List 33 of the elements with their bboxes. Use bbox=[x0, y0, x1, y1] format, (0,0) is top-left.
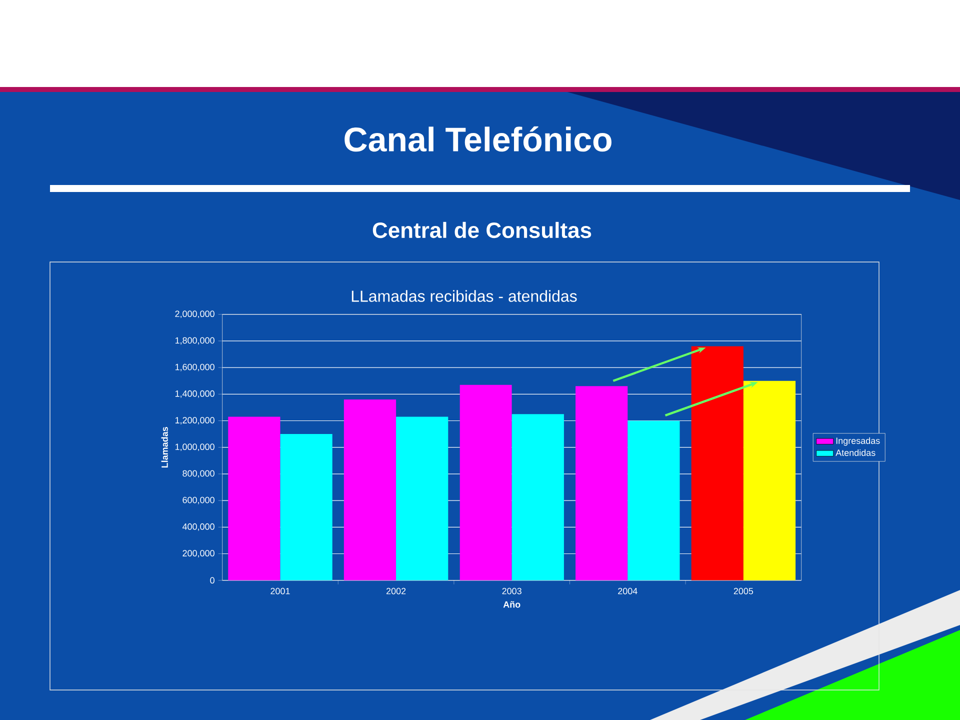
bar bbox=[576, 386, 628, 580]
y-tick-label: 400,000 bbox=[182, 523, 214, 531]
legend-label: Ingresadas bbox=[836, 437, 880, 446]
y-tick-label: 800,000 bbox=[182, 470, 214, 478]
bar bbox=[743, 380, 796, 580]
y-tick-label: 1,000,000 bbox=[175, 444, 214, 452]
x-axis-title: Año bbox=[503, 601, 520, 608]
bar bbox=[396, 416, 448, 580]
bar bbox=[512, 414, 564, 580]
y-tick-label: 1,600,000 bbox=[175, 364, 214, 372]
y-axis-title: Llamadas bbox=[161, 426, 168, 468]
legend-label: Atendidas bbox=[836, 449, 876, 456]
y-tick-label: 1,800,000 bbox=[175, 337, 214, 345]
y-tick-label: 1,400,000 bbox=[175, 390, 214, 398]
x-tick-label: 2001 bbox=[270, 588, 290, 594]
x-tick-label: 2003 bbox=[502, 588, 522, 594]
y-tick-label: 200,000 bbox=[182, 550, 214, 558]
bar bbox=[628, 420, 680, 580]
chart-title: Canal Telefónico bbox=[344, 126, 612, 152]
y-tick-label: 2,000,000 bbox=[175, 310, 214, 318]
bar bbox=[344, 399, 396, 580]
y-tick-label: 1,200,000 bbox=[175, 417, 214, 424]
x-tick-label: 2004 bbox=[618, 588, 638, 594]
text: LLamadas recibidas - atendidas bbox=[352, 290, 577, 302]
chart-subtitle: Central de Consultas bbox=[372, 222, 592, 238]
x-tick-label: 2002 bbox=[386, 588, 406, 594]
bar bbox=[228, 416, 280, 580]
x-tick-label: 2005 bbox=[734, 588, 754, 594]
y-tick-label: 600,000 bbox=[182, 496, 214, 504]
bar bbox=[460, 384, 512, 580]
y-tick-label: 0 bbox=[210, 577, 214, 584]
bar bbox=[691, 346, 744, 580]
bar bbox=[280, 434, 332, 580]
